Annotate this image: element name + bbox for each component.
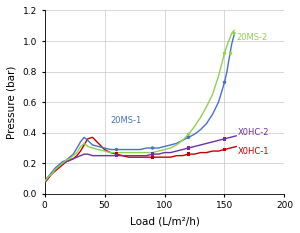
Point	[114, 152, 119, 156]
Point	[222, 148, 227, 151]
Point	[114, 148, 119, 151]
Point	[150, 155, 155, 159]
Point	[150, 152, 155, 156]
Point	[222, 51, 227, 55]
Point	[114, 154, 119, 158]
Point	[222, 137, 227, 141]
Y-axis label: Pressure (bar): Pressure (bar)	[7, 65, 17, 139]
Point	[186, 135, 191, 139]
X-axis label: Load (L/m²/h): Load (L/m²/h)	[130, 216, 200, 226]
Text: 20MS-2: 20MS-2	[236, 34, 268, 42]
Text: X0HC-2: X0HC-2	[238, 128, 269, 137]
Point	[222, 80, 227, 84]
Point	[186, 132, 191, 136]
Point	[228, 51, 233, 55]
Text: 20MS-1: 20MS-1	[110, 116, 142, 125]
Point	[186, 152, 191, 156]
Point	[186, 146, 191, 150]
Point	[150, 146, 155, 150]
Point	[232, 31, 236, 35]
Text: X0HC-1: X0HC-1	[238, 147, 269, 156]
